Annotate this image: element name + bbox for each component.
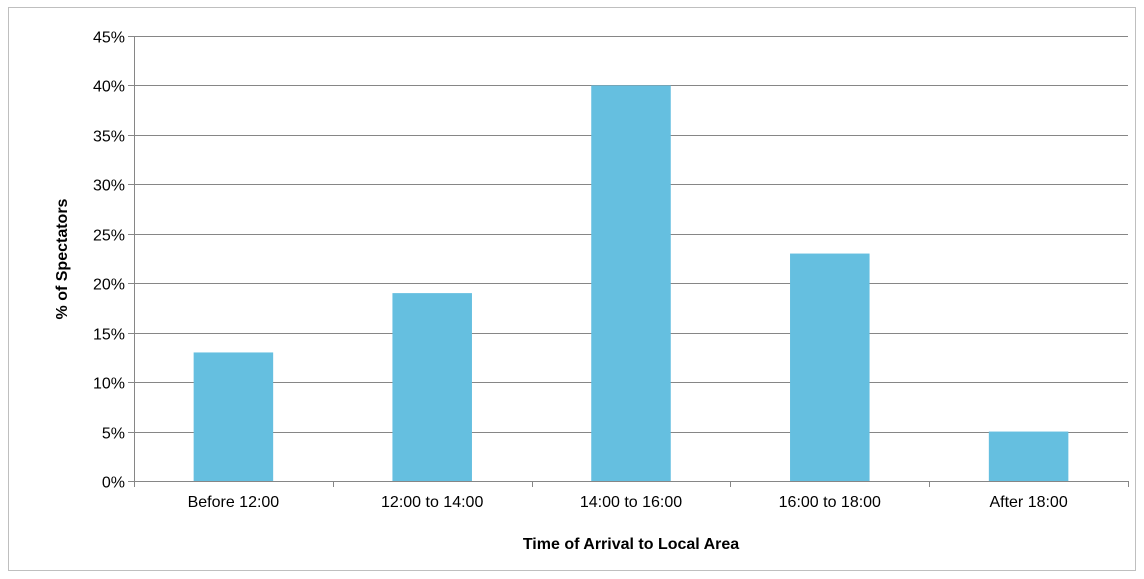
y-tick-label: 10% bbox=[93, 376, 125, 393]
x-tick-label: After 18:00 bbox=[989, 494, 1067, 511]
y-tick-label: 35% bbox=[93, 129, 125, 146]
x-tick-label: 12:00 to 14:00 bbox=[381, 494, 483, 511]
y-tick-label: 20% bbox=[93, 277, 125, 294]
x-axis-title: Time of Arrival to Local Area bbox=[523, 536, 739, 553]
y-tick-label: 15% bbox=[93, 327, 125, 344]
y-tick-label: 30% bbox=[93, 178, 125, 195]
bar bbox=[392, 293, 472, 481]
x-tick-label: Before 12:00 bbox=[188, 494, 280, 511]
y-tick-label: 40% bbox=[93, 79, 125, 96]
x-tick-label: 16:00 to 18:00 bbox=[779, 494, 881, 511]
y-tick-labels: 0% 5% 10% 15% 20% 25% 30% 35% 40% 45% bbox=[93, 30, 125, 492]
bar bbox=[790, 253, 870, 481]
y-tick-label: 0% bbox=[102, 475, 125, 492]
x-tick-labels: Before 12:00 12:00 to 14:00 14:00 to 16:00… bbox=[188, 494, 1068, 511]
bar bbox=[988, 431, 1069, 481]
axes bbox=[128, 36, 1129, 487]
y-axis-title: % of Spectators bbox=[54, 198, 71, 319]
bar bbox=[193, 352, 274, 481]
x-tick-label: 14:00 to 16:00 bbox=[580, 494, 682, 511]
y-tick-label: 45% bbox=[93, 30, 125, 47]
y-tick-label: 25% bbox=[93, 228, 125, 245]
y-tick-label: 5% bbox=[102, 426, 125, 443]
bar bbox=[591, 85, 671, 481]
bars bbox=[193, 85, 1069, 481]
